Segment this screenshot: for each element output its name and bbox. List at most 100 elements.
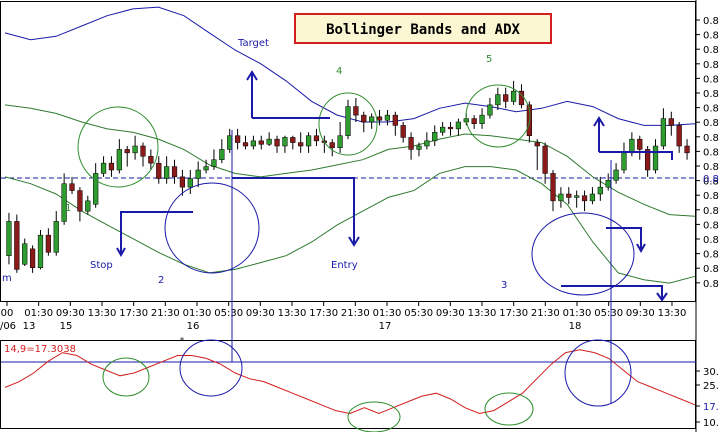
candle-body [69,183,75,191]
date-label: 15 [60,321,73,332]
candle-body [510,90,517,102]
circle-5 [465,84,531,148]
date-label: 18 [569,321,582,332]
candle-body [274,138,280,147]
adx-marker-dot: * [180,336,184,345]
candle-body [29,248,36,268]
candle-body [6,221,12,256]
target-arrow-right [593,116,673,160]
candle-body [574,195,580,198]
price-y-tick-label: 0.8 [703,74,719,85]
price-y-tick-label: 0.8 [703,177,719,188]
x-tick-label: 09:30 [246,308,275,319]
label-4: 4 [336,66,342,77]
adx-circle-1 [102,357,150,397]
candle-body [668,118,674,126]
candle-body [676,125,682,147]
x-tick-label: 21:30 [151,308,180,319]
candle-body [432,132,438,142]
target-arrow [246,70,330,119]
candle-body [219,149,225,160]
candle-body [140,145,146,157]
adx-y-tick-label: 10. [703,418,719,429]
x-tick-label: 00 [1,308,14,319]
candle-body [132,145,138,154]
x-tick-label: 17:30 [309,308,338,319]
date-label: 16 [187,321,200,332]
candle-body [211,159,217,167]
candle-body [361,114,367,123]
date-label: /06 [0,321,16,332]
x-tick-label: 09:30 [436,308,465,319]
price-y-tick-label: 0.8 [703,89,719,100]
candle-body [534,142,540,147]
candle-body [455,121,462,130]
candle-body [203,166,209,171]
label-1: 1 [65,203,71,214]
candle-body [613,169,619,181]
candle-body [550,173,556,202]
price-y-tick-label: 0.8 [703,220,719,231]
adx-y-tick-label: 17. [703,402,719,413]
candle-body [61,183,67,222]
x-tick-label: 13:30 [468,308,497,319]
price-y-tick-label: 0.8 [703,264,719,275]
candle-body [495,94,501,106]
x-tick-label: 01:30 [24,308,53,319]
candle-body [581,195,588,202]
candle-body [242,142,249,147]
entry-arrow-right [606,227,646,254]
adx-y-tick-label: 30. [703,367,719,378]
candle-body [22,243,28,265]
candle-body [258,140,264,145]
x-tick-label: 13:30 [88,308,117,319]
candle-body [37,234,44,268]
candle-body [558,193,564,202]
label-5: 5 [486,54,492,65]
x-tick-label: 01:30 [373,308,402,319]
candle-body [392,114,398,126]
middle-band-line [4,104,696,217]
price-y-tick-label: 0.8 [703,162,719,173]
candle-body [376,116,383,121]
candle-body [424,140,430,147]
candle-body [645,149,651,171]
price-y-tick-label: 0.8 [703,279,719,290]
candle-body [171,166,178,178]
adx-indicator [1,349,696,415]
x-tick-label: 05:30 [214,308,243,319]
candle-body [290,137,296,143]
candle-body [53,221,59,253]
x-tick-label: 09:30 [626,308,655,319]
price-y-tick-label: 0.8 [703,118,719,129]
candle-body [597,186,603,195]
candle-body [85,200,91,212]
candle-body [45,234,51,253]
price-y-tick-label: 0.8 [703,31,719,42]
price-y-tick-label: 0.8 [703,206,719,217]
candle-body [384,114,391,121]
candle-body [298,142,304,147]
candle-body [14,221,20,270]
candle-body [266,138,272,145]
date-label: 17 [379,321,392,332]
candle-body [353,106,359,116]
candle-body [93,173,99,205]
candle-body [282,137,288,147]
x-tick-label: 13:30 [278,308,307,319]
circle-4 [318,92,378,156]
entry-arrow [232,177,360,247]
price-y-tick-label: 0.8 [703,147,719,158]
candle-body [148,156,154,164]
stop-arrow-right [561,285,668,302]
candle-body [629,138,635,154]
x-tick-label: 21:30 [531,308,560,319]
chart-title: Bollinger Bands and ADX [326,22,520,38]
adx-circle-4 [484,392,534,426]
candle-body [684,145,690,154]
adx-y-tick-label: 25. [703,381,719,392]
stop-label: Stop [90,260,113,271]
candle-body [116,149,122,171]
price-y-tick-label: 0.8 [703,60,719,71]
